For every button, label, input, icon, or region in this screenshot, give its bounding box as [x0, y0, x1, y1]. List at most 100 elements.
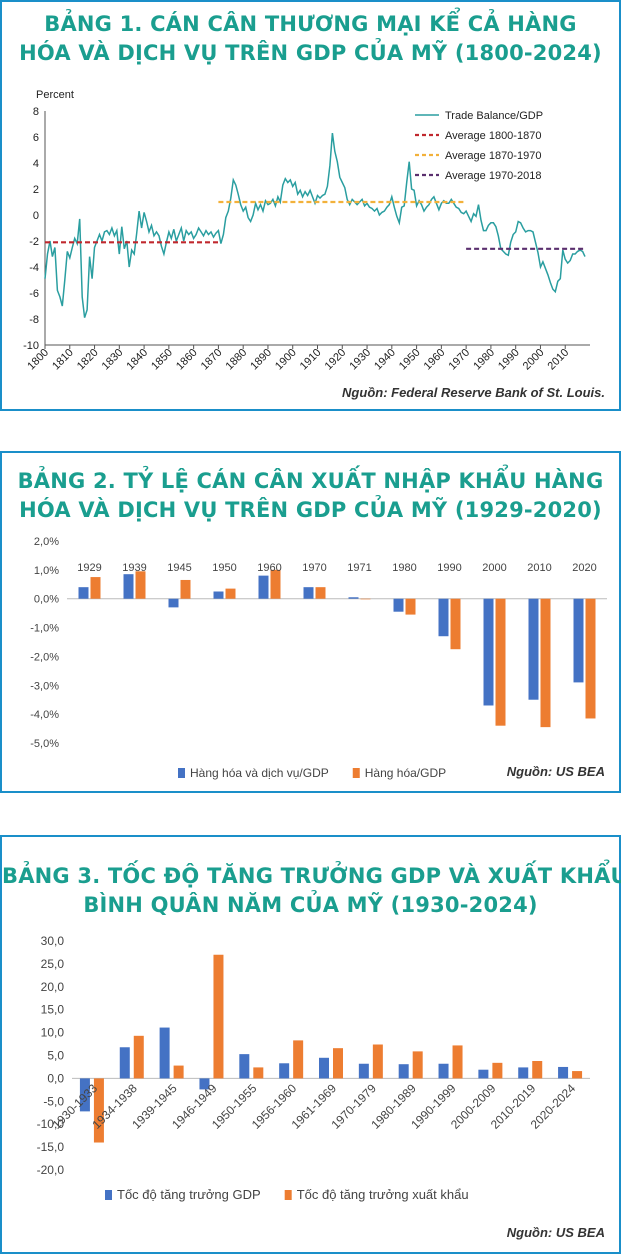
bar-1-2 — [180, 579, 191, 599]
y-tick-label: -10 — [23, 340, 39, 352]
bar-1-12 — [572, 1071, 583, 1079]
x-tick-label: 2010 — [546, 347, 572, 373]
bar-1-3 — [225, 588, 236, 599]
bar-0-5 — [303, 587, 314, 599]
legend-label-2: Average 1870-1970 — [445, 150, 541, 162]
x-tick-label: 1890 — [248, 347, 274, 373]
y-tick-label: 20,0 — [41, 980, 65, 994]
x-tick-label: 1930 — [347, 347, 373, 373]
bar-0-5 — [279, 1063, 290, 1079]
chart-panel-3: BẢNG 3. TỐC ĐỘ TĂNG TRƯỞNG GDP VÀ XUẤT K… — [0, 835, 621, 1254]
chart-3-source: Nguồn: US BEA — [506, 1225, 605, 1240]
y-tick-label: -8 — [29, 314, 39, 326]
bar-0-4 — [258, 575, 269, 599]
y-tick-label: 2,0% — [34, 536, 59, 548]
bar-0-11 — [518, 1067, 529, 1079]
bar-1-5 — [315, 587, 326, 599]
bar-1-2 — [173, 1065, 184, 1079]
chart-3-title: BẢNG 3. TỐC ĐỘ TĂNG TRƯỞNG GDP VÀ XUẤT K… — [2, 862, 621, 920]
bar-0-10 — [478, 1069, 489, 1079]
x-tick-label: 1950 — [397, 347, 423, 373]
bar-0-7 — [393, 598, 404, 612]
chart-2-title-line-2: HÓA VÀ DỊCH VỤ TRÊN GDP CỦA MỸ (1929-202… — [19, 498, 602, 522]
x-tick-label: 1850 — [149, 347, 175, 373]
chart-3-title-line-1: BẢNG 3. TỐC ĐỘ TĂNG TRƯỞNG GDP VÀ XUẤT K… — [2, 864, 621, 888]
chart-2-title-line-1: BẢNG 2. TỶ LỆ CÁN CÂN XUẤT NHẬP KHẨU HÀN… — [17, 469, 604, 493]
y-tick-label: 4 — [33, 158, 39, 170]
x-tick-label: 1929 — [77, 562, 101, 574]
bar-1-10 — [492, 1062, 503, 1079]
y-tick-label: -6 — [29, 288, 39, 300]
x-tick-label: 1860 — [174, 347, 200, 373]
legend-label-0: Hàng hóa và dịch vụ/GDP — [190, 766, 329, 780]
legend-label-0: Tốc độ tăng trưởng GDP — [117, 1187, 261, 1202]
bar-0-2 — [168, 598, 179, 608]
y-tick-label: -2 — [29, 236, 39, 248]
y-tick-label: -10,0 — [37, 1117, 65, 1131]
bar-0-2 — [159, 1027, 170, 1079]
x-tick-label: 1939 — [122, 562, 146, 574]
x-tick-label: 2010 — [527, 562, 551, 574]
bar-1-7 — [405, 598, 416, 615]
bar-1-9 — [495, 598, 506, 726]
bar-0-6 — [348, 597, 359, 599]
y-tick-label: -5,0% — [30, 738, 59, 750]
bar-1-0 — [90, 577, 101, 599]
x-tick-label: 1960 — [422, 347, 448, 373]
chart-panel-1: BẢNG 1. CÁN CÂN THƯƠNG MẠI KỂ CẢ HÀNG HÓ… — [0, 0, 621, 411]
bar-1-4 — [253, 1067, 264, 1079]
chart-2-title: BẢNG 2. TỶ LỆ CÁN CÂN XUẤT NHẬP KHẨU HÀN… — [2, 467, 619, 525]
x-tick-label: 1990 — [437, 562, 461, 574]
bar-0-0 — [78, 587, 89, 599]
y-tick-label: 1,0% — [34, 565, 59, 577]
bar-chart-trade-ratio: 2,0% 1,0% 0,0% -1,0% -2,0% -3,0% -4,0% -5,0% 192… — [30, 536, 607, 780]
y-tick-label: -4 — [29, 262, 39, 274]
bar-0-4 — [239, 1054, 250, 1079]
bar-chart-gdp-export-growth: 30,0 25,0 20,0 15,0 10,0 5,0 0,0 -5,0 -10,0 -15,0… — [37, 934, 590, 1202]
y-axis-label: Percent — [36, 89, 74, 101]
bar-1-7 — [372, 1044, 383, 1079]
legend-label-1: Average 1800-1870 — [445, 130, 541, 142]
bar-0-12 — [558, 1066, 569, 1079]
chart-2-source: Nguồn: US BEA — [506, 764, 605, 779]
y-tick-label: -20,0 — [37, 1163, 65, 1177]
x-tick-label: 1971 — [347, 562, 371, 574]
y-tick-label: 2 — [33, 184, 39, 196]
bar-1-11 — [532, 1060, 543, 1079]
bar-0-9 — [438, 1063, 449, 1079]
legend-label-1: Tốc độ tăng trưởng xuất khẩu — [297, 1187, 469, 1202]
bar-0-1 — [119, 1047, 130, 1079]
x-tick-label: 1870 — [199, 347, 225, 373]
x-tick-label: 1970 — [302, 562, 326, 574]
x-tick-label: 1900 — [273, 347, 299, 373]
y-tick-label: -4,0% — [30, 709, 59, 721]
bar-1-4 — [270, 569, 281, 599]
bar-0-9 — [483, 598, 494, 706]
y-tick-label: 0,0% — [34, 594, 59, 606]
bar-1-1 — [135, 571, 146, 599]
x-tick-label: 1980 — [392, 562, 416, 574]
bar-0-3 — [213, 591, 224, 599]
bar-0-7 — [358, 1063, 369, 1079]
chart-1-title: BẢNG 1. CÁN CÂN THƯƠNG MẠI KỂ CẢ HÀNG HÓ… — [2, 10, 619, 68]
x-tick-label: 1945 — [167, 562, 191, 574]
y-tick-label: -15,0 — [37, 1140, 65, 1154]
y-tick-label: 10,0 — [41, 1026, 65, 1040]
series-line-0 — [44, 133, 586, 318]
x-tick-label: 1820 — [75, 347, 101, 373]
y-tick-label: 5,0 — [47, 1049, 64, 1063]
bar-0-8 — [398, 1064, 409, 1079]
bar-1-0 — [93, 1078, 104, 1143]
chart-panel-2: BẢNG 2. TỶ LỆ CÁN CÂN XUẤT NHẬP KHẨU HÀN… — [0, 451, 621, 793]
legend-swatch-0 — [105, 1190, 112, 1200]
x-tick-label: 1940 — [372, 347, 398, 373]
y-tick-label: -5,0 — [43, 1094, 64, 1108]
legend-swatch-1 — [352, 768, 360, 778]
line-chart-trade-balance: Percent86420-2-4-6-8-1018001810182018301… — [23, 89, 590, 373]
x-tick-label: 2000 — [521, 347, 547, 373]
bar-0-1 — [123, 574, 134, 599]
bar-1-5 — [293, 1040, 304, 1079]
y-tick-label: 15,0 — [41, 1003, 65, 1017]
y-tick-label: -3,0% — [30, 680, 59, 692]
bar-0-8 — [438, 598, 449, 637]
